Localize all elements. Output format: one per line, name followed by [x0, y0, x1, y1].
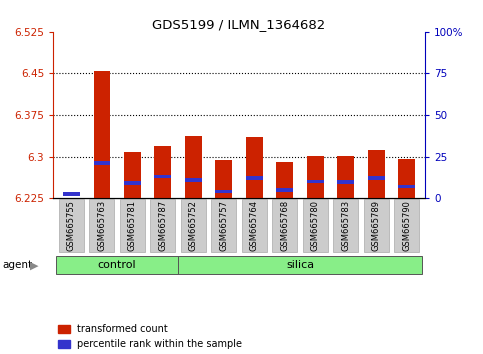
- Bar: [185, 178, 202, 182]
- FancyBboxPatch shape: [181, 199, 206, 252]
- Legend: transformed count, percentile rank within the sample: transformed count, percentile rank withi…: [58, 324, 242, 349]
- Text: GSM665755: GSM665755: [67, 200, 76, 251]
- Bar: [124, 152, 141, 198]
- Bar: [185, 136, 202, 198]
- Bar: [246, 137, 263, 198]
- FancyBboxPatch shape: [242, 199, 267, 252]
- Bar: [155, 175, 171, 178]
- FancyBboxPatch shape: [120, 199, 145, 252]
- Text: GSM665763: GSM665763: [98, 200, 106, 251]
- Bar: [307, 155, 324, 198]
- Bar: [94, 71, 110, 198]
- Bar: [155, 145, 171, 198]
- Bar: [246, 176, 263, 180]
- Text: GSM665781: GSM665781: [128, 200, 137, 251]
- FancyBboxPatch shape: [150, 199, 175, 252]
- FancyBboxPatch shape: [272, 199, 298, 252]
- Bar: [338, 155, 354, 198]
- Text: GSM665790: GSM665790: [402, 200, 411, 251]
- Bar: [276, 188, 293, 192]
- FancyBboxPatch shape: [394, 199, 419, 252]
- FancyBboxPatch shape: [303, 199, 328, 252]
- Text: silica: silica: [286, 260, 314, 270]
- FancyBboxPatch shape: [56, 256, 178, 274]
- Bar: [398, 184, 415, 188]
- FancyBboxPatch shape: [89, 199, 114, 252]
- Bar: [368, 176, 384, 180]
- Bar: [307, 179, 324, 183]
- FancyBboxPatch shape: [178, 256, 422, 274]
- Text: GSM665783: GSM665783: [341, 200, 350, 251]
- Bar: [215, 160, 232, 198]
- Text: GSM665780: GSM665780: [311, 200, 320, 251]
- Bar: [398, 159, 415, 198]
- Text: GSM665752: GSM665752: [189, 200, 198, 251]
- Bar: [63, 192, 80, 196]
- Bar: [124, 181, 141, 185]
- Bar: [368, 150, 384, 198]
- FancyBboxPatch shape: [212, 199, 236, 252]
- Text: GSM665787: GSM665787: [158, 200, 168, 251]
- Bar: [338, 181, 354, 184]
- Bar: [215, 190, 232, 193]
- Bar: [94, 161, 110, 165]
- Text: GSM665757: GSM665757: [219, 200, 228, 251]
- FancyBboxPatch shape: [364, 199, 389, 252]
- Text: GSM665768: GSM665768: [280, 200, 289, 251]
- Text: control: control: [98, 260, 137, 270]
- Text: GSM665764: GSM665764: [250, 200, 259, 251]
- Text: ▶: ▶: [30, 260, 39, 270]
- Text: GSM665789: GSM665789: [372, 200, 381, 251]
- FancyBboxPatch shape: [333, 199, 358, 252]
- Text: agent: agent: [2, 260, 32, 270]
- Title: GDS5199 / ILMN_1364682: GDS5199 / ILMN_1364682: [153, 18, 326, 31]
- FancyBboxPatch shape: [59, 199, 84, 252]
- Bar: [276, 162, 293, 198]
